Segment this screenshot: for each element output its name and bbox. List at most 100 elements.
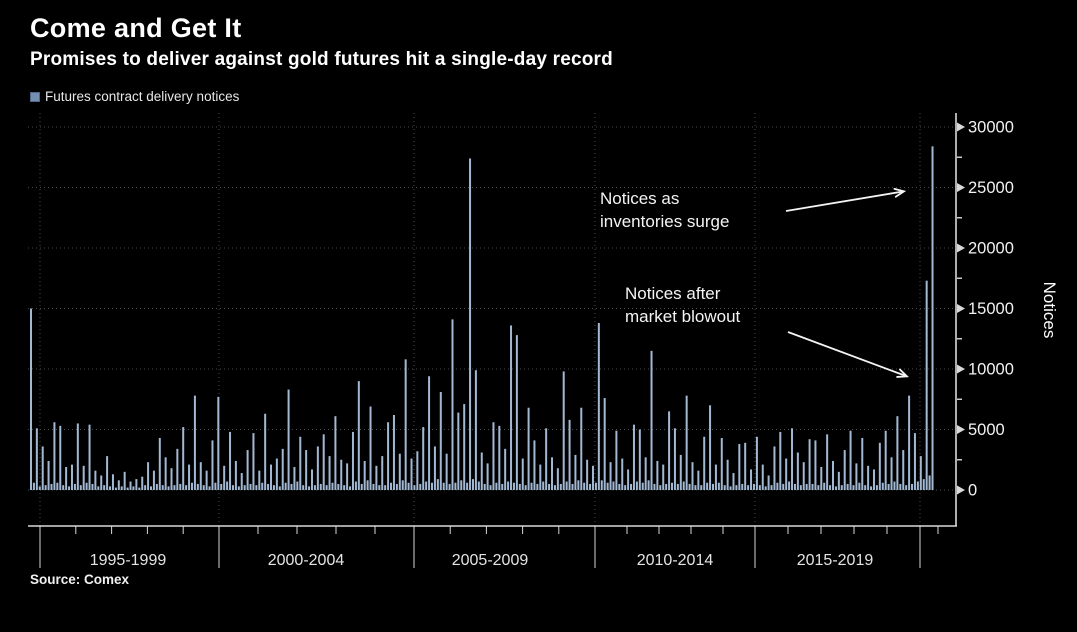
bar (846, 483, 849, 490)
bar (635, 481, 638, 490)
bar (375, 465, 378, 490)
bar (706, 482, 709, 490)
y-major-tick (957, 183, 965, 192)
y-axis-tick-label: 20000 (968, 240, 1014, 258)
bar (234, 460, 237, 490)
bar (188, 464, 191, 490)
bar (44, 485, 47, 490)
bar (814, 440, 817, 490)
bar (931, 146, 934, 491)
bar (182, 427, 185, 490)
bar (495, 482, 498, 490)
bar (404, 359, 407, 490)
bar (302, 485, 305, 490)
bar (214, 482, 217, 490)
bar (41, 446, 44, 490)
bar (111, 474, 114, 490)
bar (767, 475, 770, 490)
bar (308, 486, 311, 490)
bar (120, 486, 123, 490)
bar (164, 457, 167, 490)
bar (366, 480, 369, 490)
bar (354, 481, 357, 490)
bar (665, 483, 668, 490)
bar (899, 483, 902, 490)
bar (732, 473, 735, 490)
bar (469, 158, 472, 490)
bar (694, 485, 697, 490)
bar (656, 460, 659, 490)
y-axis-tick-label: 25000 (968, 179, 1014, 197)
bar (231, 485, 234, 490)
bar (714, 464, 717, 490)
bar (401, 480, 404, 490)
bar (343, 485, 346, 490)
bar (609, 462, 612, 490)
bar (357, 381, 360, 490)
bar (439, 391, 442, 490)
bar (832, 460, 834, 490)
bar (864, 485, 867, 490)
bar (173, 485, 176, 490)
bar (152, 470, 155, 490)
bar (117, 480, 120, 490)
bar (793, 483, 796, 490)
bar (761, 464, 764, 490)
bar (834, 486, 837, 490)
bar (586, 459, 589, 490)
bar (50, 483, 53, 490)
bar (360, 483, 363, 490)
bar (237, 486, 240, 490)
y-axis-tick-label: 15000 (968, 300, 1014, 318)
bar (735, 485, 738, 490)
bar (68, 486, 71, 490)
bar (922, 479, 925, 490)
bar (372, 483, 375, 490)
bar (808, 439, 811, 490)
bar (290, 483, 293, 490)
bar (433, 446, 436, 490)
annotation-inventories-surge: Notices as inventories surge (600, 189, 730, 231)
bar (752, 483, 755, 490)
bar (545, 428, 548, 490)
bar (299, 436, 302, 490)
bar (568, 419, 571, 490)
annotation-arrows (785, 192, 906, 377)
bar (788, 481, 791, 490)
bar (369, 406, 372, 490)
bar (103, 485, 106, 490)
bar (858, 482, 861, 490)
bar (129, 481, 132, 490)
bar (852, 485, 855, 490)
bar (872, 469, 875, 490)
bar (88, 424, 91, 490)
bar (226, 481, 229, 490)
bar (59, 425, 62, 490)
bar (559, 483, 562, 490)
x-axis-period-label: 2000-2004 (268, 552, 345, 569)
bar (855, 463, 858, 490)
bar (258, 470, 261, 490)
bar (548, 483, 551, 490)
bar (553, 485, 556, 490)
bar (703, 436, 706, 490)
bar (723, 485, 726, 490)
bar (647, 480, 650, 490)
bar (190, 482, 193, 490)
bar (524, 485, 527, 490)
bar (527, 407, 530, 490)
bar (925, 280, 928, 490)
bar (483, 483, 486, 490)
bar (158, 437, 161, 490)
bar (916, 481, 919, 490)
bar (328, 456, 331, 490)
bar (179, 483, 182, 490)
bar (682, 481, 685, 490)
bar (170, 468, 173, 490)
bar (802, 462, 805, 490)
bar (881, 482, 884, 490)
bar (501, 483, 504, 490)
bar (565, 481, 568, 490)
bar (325, 485, 328, 490)
bar (653, 483, 656, 490)
